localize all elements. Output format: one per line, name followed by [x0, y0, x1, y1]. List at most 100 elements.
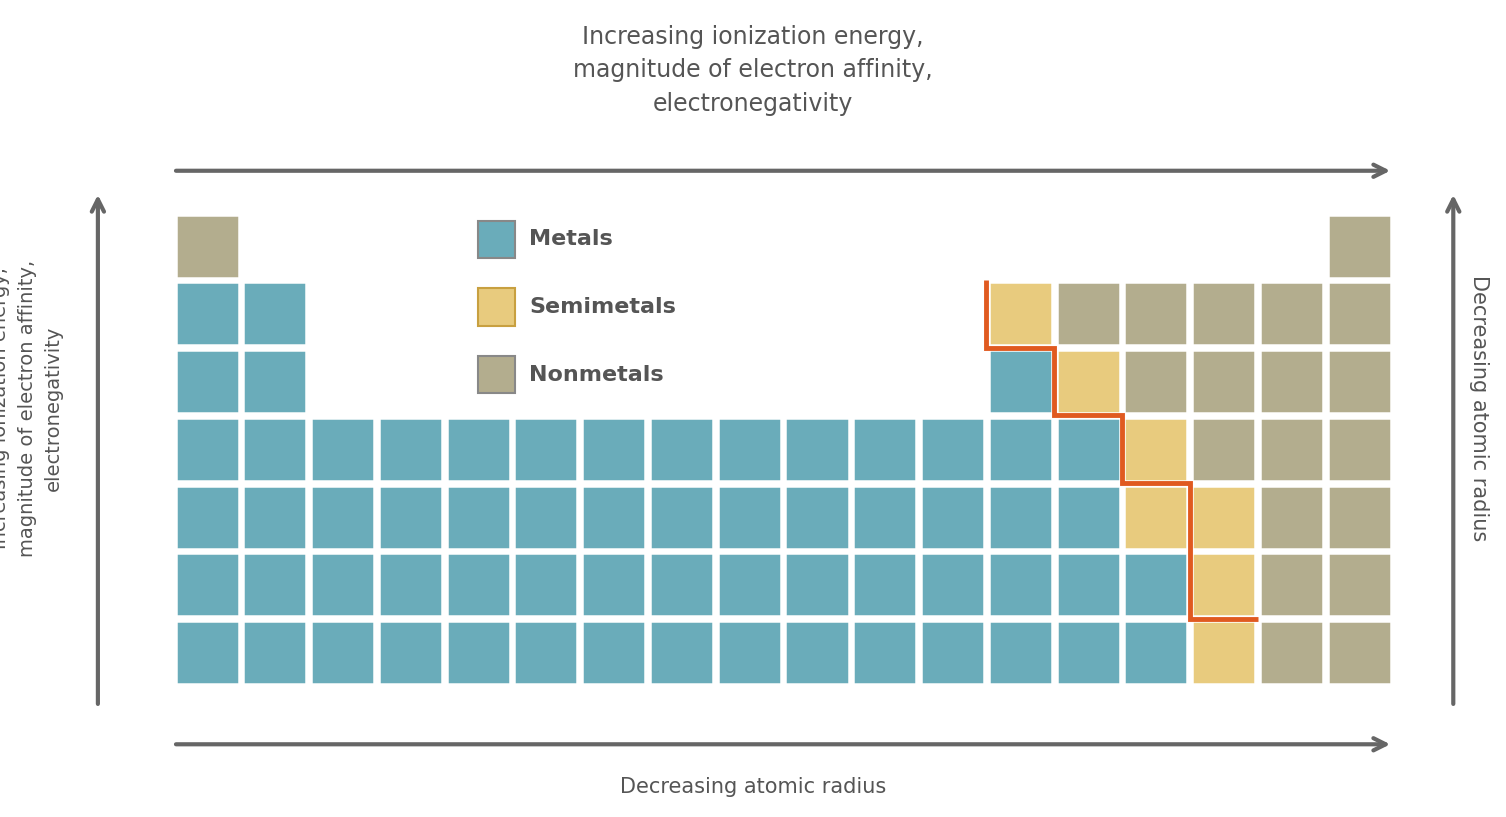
Bar: [989, 283, 1051, 346]
Bar: [1193, 283, 1254, 346]
Bar: [380, 485, 441, 549]
Bar: [922, 417, 983, 481]
Bar: [515, 553, 577, 616]
Bar: [718, 417, 780, 481]
Bar: [176, 417, 238, 481]
Bar: [854, 485, 916, 549]
Bar: [447, 485, 509, 549]
Bar: [1328, 553, 1390, 616]
Bar: [854, 417, 916, 481]
Bar: [989, 485, 1051, 549]
Bar: [477, 221, 515, 258]
Bar: [583, 417, 645, 481]
Bar: [1261, 350, 1322, 413]
Bar: [477, 288, 515, 326]
Bar: [380, 553, 441, 616]
Bar: [1193, 417, 1254, 481]
Bar: [1261, 485, 1322, 549]
Bar: [786, 553, 848, 616]
Bar: [176, 283, 238, 346]
Bar: [651, 621, 712, 684]
Text: Increasing ionization energy,
magnitude of electron affinity,
electronegativity: Increasing ionization energy, magnitude …: [574, 25, 932, 115]
Bar: [1057, 621, 1119, 684]
Bar: [1057, 350, 1119, 413]
Text: Decreasing atomic radius: Decreasing atomic radius: [620, 777, 886, 797]
Bar: [1261, 621, 1322, 684]
Bar: [718, 621, 780, 684]
Bar: [1261, 283, 1322, 346]
Bar: [176, 621, 238, 684]
Bar: [1193, 621, 1254, 684]
Bar: [989, 350, 1051, 413]
Bar: [380, 621, 441, 684]
Bar: [989, 553, 1051, 616]
Bar: [922, 553, 983, 616]
Bar: [989, 621, 1051, 684]
Bar: [1057, 553, 1119, 616]
Bar: [583, 621, 645, 684]
Bar: [1328, 485, 1390, 549]
Bar: [176, 215, 238, 278]
Bar: [854, 553, 916, 616]
Bar: [176, 553, 238, 616]
Bar: [447, 621, 509, 684]
Bar: [176, 350, 238, 413]
Bar: [244, 417, 306, 481]
Bar: [1125, 417, 1187, 481]
Bar: [380, 417, 441, 481]
Bar: [515, 417, 577, 481]
Text: Decreasing atomic radius: Decreasing atomic radius: [1468, 275, 1489, 542]
Bar: [651, 417, 712, 481]
Bar: [244, 621, 306, 684]
Bar: [244, 350, 306, 413]
Bar: [922, 485, 983, 549]
Bar: [718, 553, 780, 616]
Bar: [786, 417, 848, 481]
Text: Metals: Metals: [529, 230, 613, 249]
Bar: [1328, 215, 1390, 278]
Bar: [1193, 485, 1254, 549]
Bar: [477, 356, 515, 394]
Bar: [1057, 417, 1119, 481]
Bar: [989, 417, 1051, 481]
Bar: [583, 485, 645, 549]
Bar: [1125, 350, 1187, 413]
Bar: [1193, 350, 1254, 413]
Bar: [786, 485, 848, 549]
Bar: [244, 485, 306, 549]
Bar: [244, 283, 306, 346]
Bar: [312, 485, 373, 549]
Bar: [922, 621, 983, 684]
Bar: [651, 485, 712, 549]
Bar: [1125, 283, 1187, 346]
Bar: [1057, 485, 1119, 549]
Bar: [1328, 283, 1390, 346]
Bar: [1328, 350, 1390, 413]
Bar: [718, 485, 780, 549]
Bar: [1328, 621, 1390, 684]
Bar: [1125, 485, 1187, 549]
Bar: [515, 485, 577, 549]
Bar: [244, 553, 306, 616]
Bar: [1261, 553, 1322, 616]
Bar: [515, 621, 577, 684]
Bar: [312, 553, 373, 616]
Bar: [1125, 553, 1187, 616]
Text: Nonmetals: Nonmetals: [529, 365, 664, 385]
Bar: [1057, 283, 1119, 346]
Bar: [1328, 417, 1390, 481]
Bar: [447, 417, 509, 481]
Text: Increasing ionization energy,
magnitude of electron affinity,
electronegativity: Increasing ionization energy, magnitude …: [0, 260, 63, 557]
Bar: [1193, 553, 1254, 616]
Bar: [312, 621, 373, 684]
Bar: [854, 621, 916, 684]
Bar: [312, 417, 373, 481]
Bar: [1125, 621, 1187, 684]
Bar: [1261, 417, 1322, 481]
Text: Semimetals: Semimetals: [529, 297, 676, 317]
Bar: [176, 485, 238, 549]
Bar: [786, 621, 848, 684]
Bar: [447, 553, 509, 616]
Bar: [583, 553, 645, 616]
Bar: [651, 553, 712, 616]
